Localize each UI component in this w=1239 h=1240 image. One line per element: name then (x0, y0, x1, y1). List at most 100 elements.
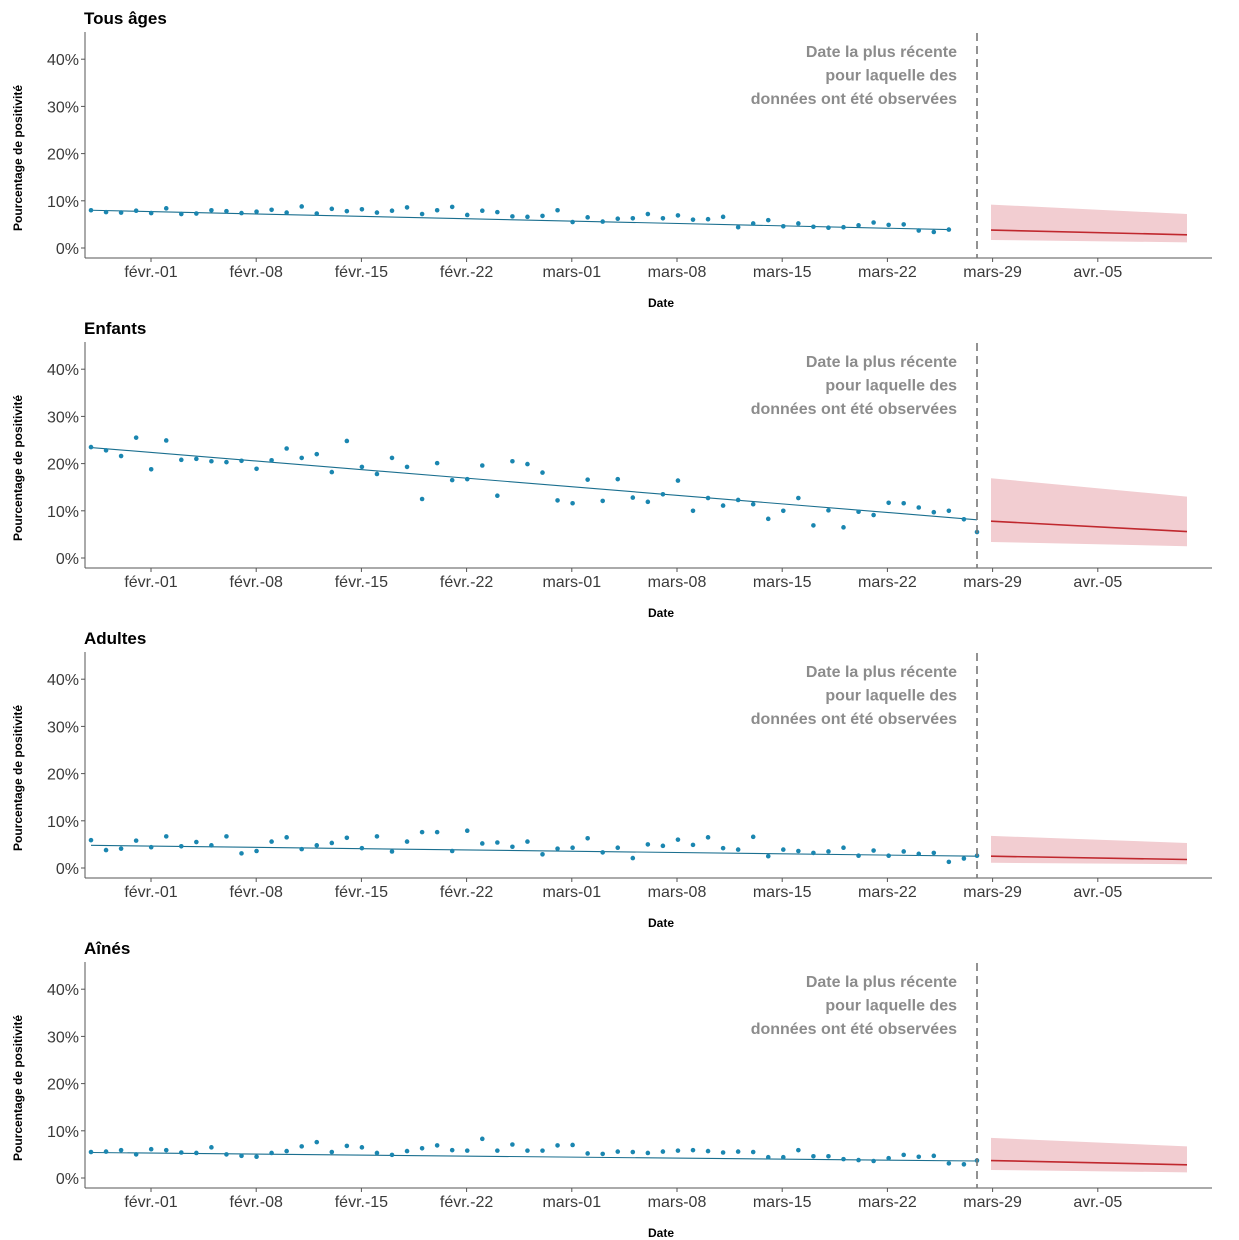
data-point (510, 1142, 515, 1147)
y-tick-label: 40% (47, 52, 79, 69)
data-point (404, 205, 410, 210)
data-point (690, 508, 696, 514)
data-point (886, 222, 891, 228)
data-point (765, 516, 771, 522)
data-point (826, 225, 831, 231)
data-point (765, 853, 771, 859)
x-tick-label: févr.-08 (230, 1194, 283, 1211)
data-point (660, 1149, 666, 1154)
x-tick-label: févr.-08 (230, 574, 283, 591)
data-point (690, 842, 696, 848)
x-tick-label: mars-08 (648, 884, 707, 901)
x-tick-label: mars-29 (963, 884, 1022, 901)
data-point (690, 1147, 696, 1153)
data-point (284, 210, 289, 215)
data-point (419, 1145, 425, 1151)
data-point (871, 220, 876, 225)
data-point (510, 844, 515, 850)
data-point (434, 829, 440, 835)
data-point (570, 845, 575, 851)
data-point (464, 828, 470, 834)
chart-svg: Enfants Pourcentage de positivité 0% 10% 20%… (11, 319, 1212, 620)
data-point (570, 219, 575, 225)
data-point (434, 207, 440, 213)
data-point (660, 843, 666, 849)
chart-svg: Aînés Pourcentage de positivité 0% 10% 20% 30… (11, 939, 1212, 1240)
data-point (856, 853, 861, 859)
data-point (389, 208, 395, 214)
data-point (359, 845, 365, 851)
latest-date-annotation: Date la plus récente (806, 664, 957, 681)
data-point (525, 461, 530, 467)
data-point (464, 476, 470, 482)
data-point (585, 215, 590, 220)
data-point (133, 208, 139, 214)
data-point (449, 204, 455, 210)
data-point (299, 455, 305, 461)
data-point (916, 505, 922, 510)
data-point (570, 1142, 575, 1148)
panel-title: Enfants (84, 319, 146, 338)
data-point (329, 840, 335, 846)
forecast-interval-band (991, 1137, 1187, 1173)
x-tick-label: févr.-15 (335, 264, 388, 281)
data-point (871, 1158, 876, 1164)
data-point (615, 476, 621, 482)
data-point (540, 470, 545, 475)
data-point (209, 207, 214, 213)
data-point (194, 456, 199, 462)
data-point (194, 1150, 199, 1156)
y-tick-label: 20% (47, 457, 79, 474)
data-point (961, 856, 967, 861)
data-point (841, 525, 846, 530)
y-axis-label: Pourcentage de positivité (11, 395, 25, 541)
data-point (961, 516, 967, 522)
y-tick-label: 10% (47, 194, 79, 211)
latest-date-annotation: données ont été observées (751, 1021, 957, 1038)
data-point (88, 837, 94, 843)
data-point (103, 209, 109, 215)
data-point (796, 495, 801, 501)
y-tick-label: 30% (47, 99, 79, 116)
data-point (600, 498, 605, 504)
data-point (690, 217, 696, 222)
data-point (179, 843, 184, 849)
data-point (811, 850, 816, 856)
data-point (901, 222, 906, 227)
data-point (720, 845, 726, 851)
y-tick-label: 30% (47, 719, 79, 736)
data-point (886, 1155, 891, 1161)
data-point (224, 1152, 229, 1157)
data-point (961, 1162, 967, 1167)
data-point (841, 845, 846, 851)
data-point (239, 851, 244, 856)
data-point (239, 458, 244, 464)
data-point (163, 1147, 169, 1153)
y-tick-label: 0% (56, 551, 79, 568)
x-tick-label: févr.-08 (230, 264, 283, 281)
data-point (464, 212, 470, 218)
data-point (194, 211, 199, 216)
data-point (374, 1150, 380, 1156)
y-tick-label: 10% (47, 1124, 79, 1141)
x-tick-label: mars-29 (963, 1194, 1022, 1211)
x-tick-label: mars-15 (753, 574, 812, 591)
data-point (886, 853, 891, 859)
data-point (720, 503, 726, 508)
chart-svg: Tous âges Pourcentage de positivité 0% 10% 2… (11, 9, 1212, 310)
data-point (344, 835, 350, 841)
data-point (434, 460, 440, 466)
data-point (765, 217, 771, 223)
data-point (510, 214, 515, 219)
data-point (871, 512, 876, 518)
y-tick-label: 20% (47, 767, 79, 784)
data-point (269, 1150, 274, 1156)
latest-date-annotation: Date la plus récente (806, 44, 957, 61)
data-point (916, 228, 922, 233)
data-point (555, 498, 560, 503)
data-point (570, 500, 575, 506)
forecast-line (990, 520, 1188, 533)
x-tick-label: févr.-01 (124, 264, 177, 281)
data-point (826, 849, 831, 854)
data-point (148, 1146, 154, 1152)
